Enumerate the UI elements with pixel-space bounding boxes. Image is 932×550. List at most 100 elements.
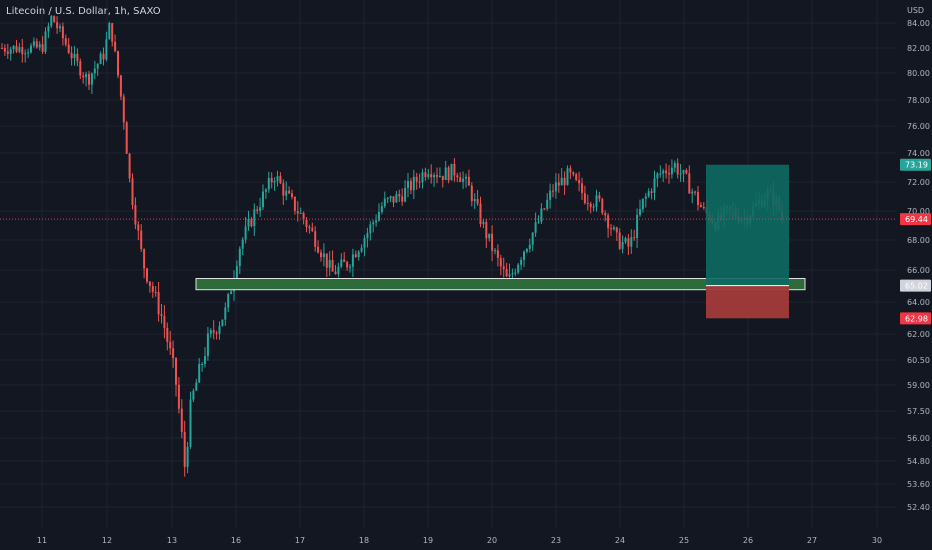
candle-body	[24, 53, 27, 55]
candle-body	[409, 181, 412, 191]
candle-body	[314, 231, 317, 247]
candle-body	[476, 198, 479, 204]
time-tick-label: 24	[615, 536, 625, 545]
candle-body	[201, 363, 204, 365]
candle-body	[253, 209, 256, 227]
candle-body	[685, 170, 688, 174]
candle-body	[641, 198, 644, 210]
candle-body	[517, 264, 520, 273]
candle-body	[676, 163, 679, 175]
candle-body	[508, 274, 511, 277]
candle-body	[12, 45, 15, 50]
candle-body	[560, 177, 563, 186]
candle-body	[218, 325, 221, 334]
candle-body	[56, 22, 59, 29]
candle-body	[320, 252, 322, 258]
currency-label: USD	[907, 6, 924, 15]
candle-body	[206, 333, 209, 357]
stop-loss-badge	[900, 312, 931, 325]
candle-body	[647, 191, 650, 197]
candle-body	[383, 198, 386, 207]
candle-body	[505, 269, 508, 277]
candle-body	[160, 314, 163, 316]
candle-body	[328, 260, 331, 268]
candle-body	[575, 174, 578, 181]
time-tick-label: 26	[743, 536, 753, 545]
candle-body	[322, 253, 325, 258]
candle-body	[427, 174, 430, 177]
candle-body	[282, 183, 285, 196]
candle-body	[264, 189, 267, 192]
candle-body	[453, 163, 456, 176]
candle-body	[195, 382, 198, 391]
candle-body	[244, 226, 247, 240]
candle-body	[496, 250, 499, 258]
candle-body	[82, 75, 85, 78]
price-axis[interactable]: 84.00 82.00 80.00 78.00 76.00 74.00 72.00 70.00…	[900, 19, 931, 512]
candle-body	[177, 384, 180, 409]
candle-body	[392, 196, 395, 203]
candle-body	[624, 238, 627, 243]
candle-body	[93, 68, 96, 74]
candle-body	[656, 173, 659, 179]
candle-body	[305, 219, 308, 227]
time-tick-label: 25	[679, 536, 689, 545]
candle-body	[691, 191, 694, 194]
candle-body	[302, 213, 305, 220]
candle-body	[146, 268, 148, 282]
candle-body	[528, 244, 531, 249]
stop-loss-zone	[706, 285, 789, 319]
entry-badge	[900, 279, 931, 292]
candle-body	[357, 251, 360, 258]
candle-body	[360, 247, 363, 252]
candle-body	[398, 194, 401, 197]
candle-body	[134, 205, 137, 225]
candle-body	[204, 356, 206, 364]
position-overlay[interactable]	[0, 164, 896, 319]
candle-body	[3, 48, 6, 52]
take-profit-badge-label: 73.19	[905, 161, 928, 170]
candle-body	[537, 221, 540, 223]
candle-body	[482, 222, 485, 225]
candle-body	[604, 213, 607, 216]
price-tick-label: 68.00	[907, 236, 930, 245]
candle-body	[212, 330, 215, 333]
candle-body	[470, 185, 473, 202]
candle-body	[380, 206, 383, 212]
candle-body	[531, 232, 534, 245]
candle-body	[140, 230, 143, 250]
candle-body	[444, 167, 447, 181]
candle-body	[424, 172, 427, 177]
candle-body	[702, 207, 705, 209]
candle-body	[38, 44, 41, 48]
candle-body	[273, 181, 276, 183]
time-tick-label: 12	[102, 536, 112, 545]
candle-body	[595, 195, 598, 207]
candle-body	[99, 53, 102, 64]
candle-body	[627, 238, 630, 247]
price-tick-label: 78.00	[907, 96, 930, 105]
candle-body	[128, 153, 131, 179]
time-axis[interactable]: 11 12 13 16 17 18 19 20 23 24 25 26 27 30	[37, 536, 882, 545]
price-tick-label: 80.00	[907, 69, 930, 78]
price-tick-label: 72.00	[907, 178, 930, 187]
candle-body	[137, 224, 140, 231]
candle-body	[267, 177, 270, 190]
candle-body	[511, 273, 514, 275]
candle-body	[215, 332, 218, 334]
take-profit-badge	[900, 158, 931, 171]
candle-body	[32, 41, 35, 46]
candle-body	[308, 226, 311, 228]
candle-body	[665, 170, 668, 174]
candle-body	[612, 227, 615, 230]
candle-body	[523, 251, 525, 260]
entry-badge-label: 65.02	[905, 282, 928, 291]
candle-body	[525, 248, 528, 252]
price-tick-label: 59.00	[907, 381, 930, 390]
candle-body	[520, 259, 523, 265]
candle-body	[21, 47, 24, 55]
candle-body	[79, 61, 82, 76]
candle-body	[64, 38, 67, 45]
price-tick-label: 52.40	[907, 503, 930, 512]
